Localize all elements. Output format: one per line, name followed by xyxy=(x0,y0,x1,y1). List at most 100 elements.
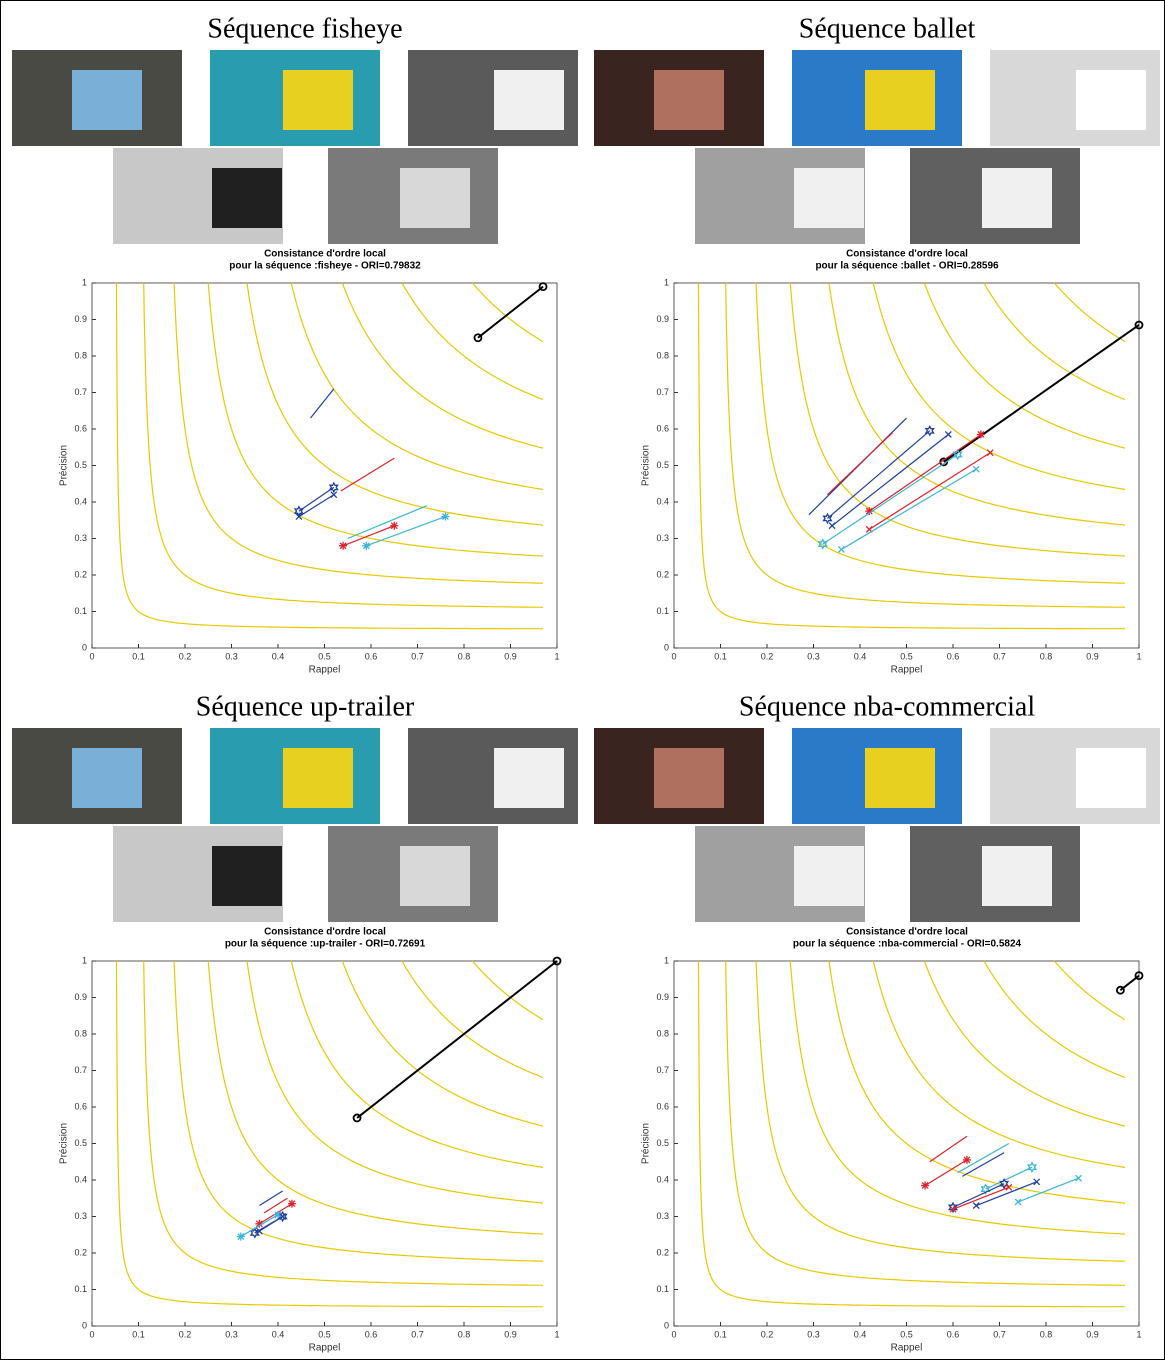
panel-title: Séquence nba-commercial xyxy=(739,691,1035,722)
iso-f-curve xyxy=(341,282,544,449)
x-tick-label: 1 xyxy=(554,1329,559,1339)
marker-stroke xyxy=(828,522,836,530)
marker-stroke xyxy=(255,1227,263,1235)
series-line xyxy=(841,468,977,550)
thumbnail-region xyxy=(400,168,470,228)
plot-title: pour la séquence :ballet - ORI=0.28596 xyxy=(815,261,999,272)
iso-f-curve xyxy=(472,960,544,1021)
iso-f-curve xyxy=(1054,960,1126,1021)
plot-title: Consistance d'ordre local xyxy=(846,249,968,260)
x-tick-label: 0.3 xyxy=(225,651,238,661)
y-tick-label: 0.5 xyxy=(656,460,669,470)
thumbnail-region xyxy=(72,70,142,130)
marker xyxy=(441,512,450,521)
iso-f-curve xyxy=(290,960,544,1169)
y-tick-label: 0 xyxy=(82,1320,87,1330)
y-tick-label: 0.2 xyxy=(656,1247,669,1257)
x-tick-label: 0.8 xyxy=(1040,1329,1053,1339)
plot-title: pour la séquence :nba-commercial - ORI=0… xyxy=(793,939,1022,950)
marker xyxy=(1005,1183,1013,1191)
x-tick-label: 0 xyxy=(89,651,94,661)
y-tick-label: 0.4 xyxy=(74,496,87,506)
thumbnail-region xyxy=(865,748,935,808)
iso-f-curve xyxy=(755,282,1126,584)
y-tick-label: 0.4 xyxy=(656,1174,669,1184)
series-line xyxy=(868,452,991,530)
marker xyxy=(1075,1174,1083,1182)
y-tick-label: 0.3 xyxy=(74,533,87,543)
marker-circle xyxy=(1116,985,1125,995)
iso-f-curve xyxy=(472,282,544,343)
thumbnail-region xyxy=(654,748,724,808)
marker xyxy=(1116,985,1125,995)
marker xyxy=(817,538,828,550)
iso-f-curve xyxy=(828,282,1126,526)
y-tick-label: 0.1 xyxy=(656,1284,669,1294)
iso-f-curve xyxy=(983,960,1126,1079)
marker xyxy=(944,431,952,438)
marker xyxy=(980,1183,991,1195)
x-tick-label: 0.6 xyxy=(365,1329,378,1339)
x-tick-label: 0.4 xyxy=(272,651,285,661)
marker xyxy=(828,522,836,530)
thumbnail xyxy=(910,826,1080,922)
series-line xyxy=(310,388,335,419)
thumbnail xyxy=(12,728,182,824)
iso-f-curve xyxy=(115,282,544,630)
thumbnail xyxy=(210,50,380,146)
marker xyxy=(837,545,845,553)
marker xyxy=(362,541,371,550)
x-tick-label: 0.7 xyxy=(993,651,1006,661)
marker xyxy=(255,1227,263,1235)
x-tick-label: 0.3 xyxy=(807,1329,820,1339)
iso-f-curve xyxy=(697,960,1126,1308)
y-tick-label: 0.7 xyxy=(656,387,669,397)
iso-f-curve xyxy=(401,960,544,1079)
series-line xyxy=(347,505,428,540)
iso-f-curve xyxy=(207,960,544,1235)
y-tick-label: 0.6 xyxy=(656,1101,669,1111)
marker xyxy=(921,1181,930,1190)
marker-circle xyxy=(538,282,548,292)
series-line xyxy=(298,486,335,512)
marker-hexagram xyxy=(999,1177,1010,1190)
marker xyxy=(274,1210,282,1219)
series-line xyxy=(831,434,949,527)
marker-stroke xyxy=(972,1202,980,1210)
y-tick-label: 0.6 xyxy=(74,1101,87,1111)
iso-f-curve xyxy=(401,282,544,401)
marker xyxy=(1026,1161,1038,1173)
y-tick-label: 0 xyxy=(82,642,87,652)
plot-title: Consistance d'ordre local xyxy=(846,927,968,938)
marker xyxy=(330,491,338,499)
series-line xyxy=(342,525,395,547)
x-tick-label: 0 xyxy=(671,1329,676,1339)
series-line xyxy=(952,1183,1005,1208)
marker-stroke xyxy=(986,449,994,457)
y-tick-label: 0.3 xyxy=(74,1211,87,1221)
marker-stroke xyxy=(837,545,845,553)
series-line xyxy=(952,1186,1010,1210)
x-tick-label: 0.2 xyxy=(761,651,774,661)
x-tick-label: 0 xyxy=(89,1329,94,1339)
thumbnail xyxy=(792,728,962,824)
iso-f-curve xyxy=(872,960,1126,1169)
marker-hexagram xyxy=(947,1201,959,1214)
y-tick-label: 0.9 xyxy=(74,992,87,1002)
marker-circle xyxy=(352,1113,362,1123)
series-line xyxy=(259,1190,283,1207)
marker xyxy=(352,1113,362,1123)
x-tick-label: 0.8 xyxy=(458,1329,471,1339)
thumbnail xyxy=(113,826,283,922)
x-tick-label: 0.4 xyxy=(272,1329,285,1339)
marker xyxy=(972,465,980,473)
thumbnail-region xyxy=(283,748,353,808)
thumbnail xyxy=(594,50,764,146)
series-line xyxy=(477,285,544,339)
thumbnail xyxy=(695,148,865,244)
iso-f-curve xyxy=(246,282,544,526)
series-line xyxy=(868,433,982,512)
x-tick-label: 0.9 xyxy=(504,1329,517,1339)
plot-title: pour la séquence :up-trailer - ORI=0.726… xyxy=(225,939,426,950)
